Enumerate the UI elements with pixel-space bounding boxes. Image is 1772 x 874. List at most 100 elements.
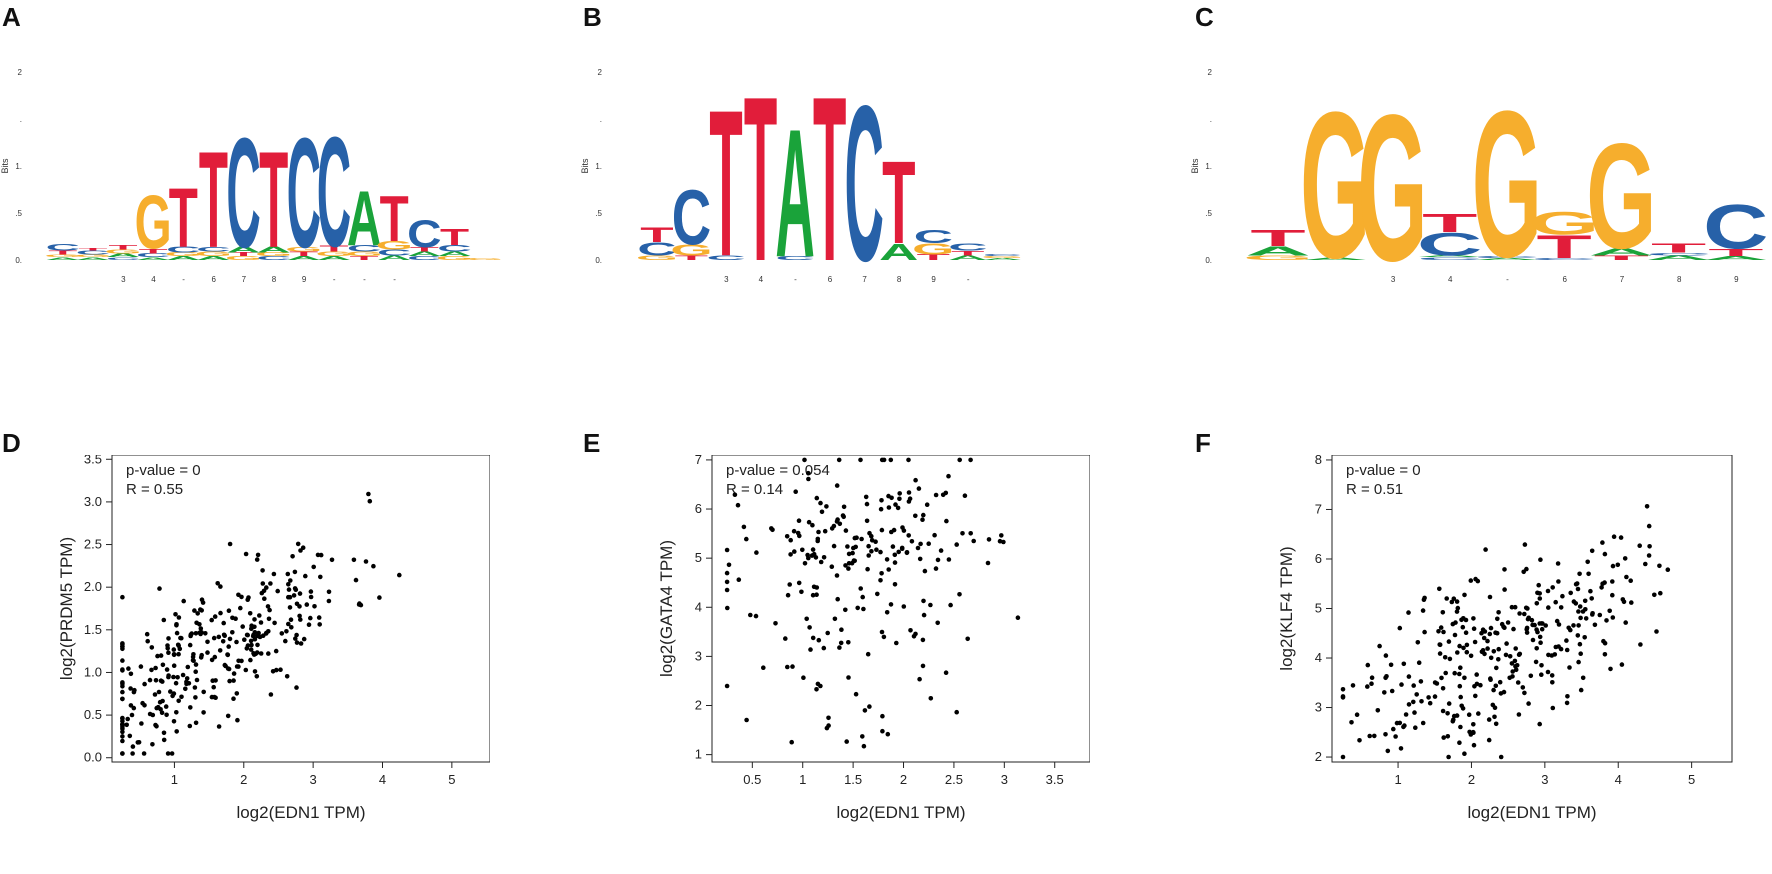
logo-ytick-label: 1. xyxy=(15,162,22,171)
data-point xyxy=(985,560,991,566)
data-point xyxy=(875,591,880,597)
data-point xyxy=(913,513,918,519)
data-point xyxy=(292,569,298,575)
data-point xyxy=(1471,742,1477,748)
data-point xyxy=(1460,624,1466,630)
data-point xyxy=(913,477,918,483)
data-point xyxy=(273,648,279,654)
data-point xyxy=(1420,608,1426,613)
data-point xyxy=(1644,504,1650,509)
logo-letter-g: G xyxy=(346,250,383,257)
data-point xyxy=(180,672,186,678)
data-point xyxy=(818,559,824,565)
data-point xyxy=(892,552,898,558)
logo-letter-a: A xyxy=(226,246,260,255)
data-point xyxy=(1583,616,1589,621)
data-point xyxy=(234,639,239,645)
data-point xyxy=(1452,670,1457,676)
data-point xyxy=(878,549,883,555)
data-point xyxy=(288,617,294,622)
data-point xyxy=(897,491,902,496)
data-point xyxy=(1610,563,1616,569)
data-point xyxy=(1461,645,1466,651)
data-point xyxy=(120,751,125,756)
data-point xyxy=(253,651,259,657)
x-tick-label: 3 xyxy=(1001,772,1008,787)
data-point xyxy=(1391,726,1396,732)
y-axis-label: log2(KLF4 TPM) xyxy=(1277,546,1296,670)
data-point xyxy=(1451,596,1457,601)
data-point xyxy=(1414,692,1419,697)
data-point xyxy=(138,664,144,669)
data-point xyxy=(1444,596,1449,601)
data-point xyxy=(326,589,332,595)
data-point xyxy=(1499,621,1505,627)
data-point xyxy=(1340,687,1346,692)
logo-letter-g: G xyxy=(1300,69,1370,303)
data-point xyxy=(1462,751,1467,756)
data-point xyxy=(1383,675,1388,681)
data-point xyxy=(1493,683,1499,689)
data-point xyxy=(1015,615,1021,620)
data-point xyxy=(1340,754,1346,760)
data-point xyxy=(193,695,198,700)
data-point xyxy=(161,730,167,736)
data-point xyxy=(814,585,820,590)
data-point xyxy=(209,694,215,700)
data-point xyxy=(1457,740,1462,745)
data-point xyxy=(171,652,177,657)
data-point xyxy=(1528,673,1534,679)
data-point xyxy=(1578,651,1583,656)
data-point xyxy=(860,594,865,600)
data-point xyxy=(1511,626,1516,632)
data-point xyxy=(212,614,218,619)
data-point xyxy=(1442,655,1448,660)
data-point xyxy=(897,496,902,502)
data-point xyxy=(1517,651,1523,657)
data-point xyxy=(724,579,730,585)
data-point xyxy=(1522,611,1527,617)
data-point xyxy=(1447,656,1453,662)
logo-xtick-label: 9 xyxy=(1734,275,1739,284)
data-point xyxy=(948,602,953,608)
data-point xyxy=(1340,695,1346,700)
data-point xyxy=(191,652,196,657)
logo-letter-c: C xyxy=(775,255,814,261)
data-point xyxy=(187,642,193,648)
data-point xyxy=(1545,669,1551,675)
data-point xyxy=(843,607,848,613)
data-point xyxy=(175,675,180,680)
data-point xyxy=(1483,547,1488,552)
data-point xyxy=(954,709,959,715)
data-point xyxy=(986,537,992,542)
data-point xyxy=(1349,720,1354,725)
data-point xyxy=(1488,625,1494,631)
data-point xyxy=(807,625,812,630)
data-point xyxy=(1564,638,1569,643)
data-point xyxy=(885,731,891,737)
data-point xyxy=(1646,553,1652,558)
data-point xyxy=(938,548,944,553)
data-point xyxy=(1454,713,1460,718)
logo-letter-c: C xyxy=(914,226,953,247)
data-point xyxy=(1621,599,1627,605)
data-point xyxy=(917,556,923,562)
data-point xyxy=(911,634,917,639)
data-point xyxy=(928,602,933,608)
logo-ytick-label: 0. xyxy=(15,256,22,265)
data-point xyxy=(1513,664,1518,669)
data-point xyxy=(831,523,837,529)
data-point xyxy=(181,598,186,604)
data-point xyxy=(249,642,254,648)
logo-letter-g: G xyxy=(74,254,111,258)
data-point xyxy=(884,610,890,615)
x-tick-label: 5 xyxy=(448,772,455,787)
logo-letter-g: G xyxy=(165,252,202,258)
data-point xyxy=(1479,649,1485,655)
data-point xyxy=(297,591,303,596)
data-point xyxy=(920,517,925,522)
logo-letter-t: T xyxy=(410,246,439,253)
y-tick-label: 3.0 xyxy=(84,494,102,509)
data-point xyxy=(126,666,131,671)
data-point xyxy=(1457,683,1463,689)
